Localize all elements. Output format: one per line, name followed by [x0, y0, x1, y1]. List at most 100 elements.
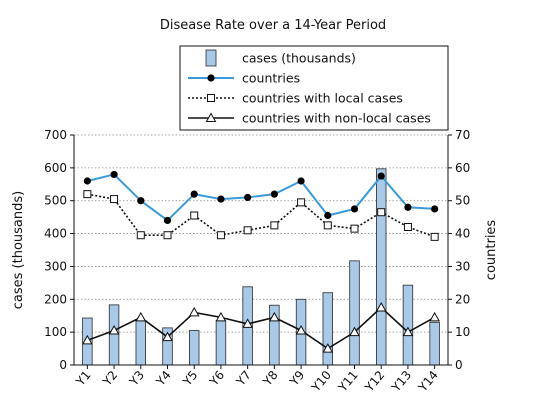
- legend-label: countries with local cases: [242, 91, 403, 106]
- y-tick-label-right: 70: [455, 128, 470, 142]
- bar-Y2: [108, 304, 120, 366]
- bar-Y3: [135, 320, 146, 366]
- line-open-square: [87, 193, 435, 238]
- point-open-triangle-Y3: [135, 311, 147, 322]
- point-filled-circle-Y8: [270, 190, 278, 198]
- point-open-square-Y10: [323, 221, 332, 230]
- y-tick-label-left: 700: [44, 128, 67, 142]
- bar-Y12: [376, 168, 387, 366]
- legend-marker: [207, 74, 215, 82]
- chart-title: Disease Rate over a 14-Year Period: [160, 18, 386, 33]
- x-tick-label-Y3: Y3: [126, 368, 147, 389]
- point-filled-circle-Y2: [110, 170, 118, 179]
- point-open-triangle-Y5: [188, 306, 200, 317]
- x-tick-label-Y12: Y12: [362, 368, 388, 395]
- point-filled-circle-Y3: [137, 197, 145, 205]
- x-tick-label-Y9: Y9: [286, 368, 307, 389]
- y-axis-left-title: cases (thousands): [11, 191, 26, 309]
- point-filled-circle-Y5: [190, 190, 198, 198]
- legend-marker: [205, 112, 217, 122]
- point-filled-circle-Y12: [377, 172, 385, 180]
- y-tick-label-right: 60: [455, 161, 470, 175]
- x-tick-label-Y1: Y1: [73, 368, 94, 389]
- x-tick-label-Y5: Y5: [180, 368, 201, 389]
- y-tick-label-right: 20: [455, 292, 470, 306]
- x-tick-label-Y10: Y10: [308, 368, 334, 395]
- point-open-square-Y6: [216, 231, 225, 240]
- y-tick-label-right: 30: [455, 259, 470, 273]
- point-open-square-Y9: [297, 198, 306, 207]
- point-filled-circle-Y1: [83, 177, 91, 185]
- legend-swatch-bar: [205, 49, 217, 67]
- bar-Y13: [402, 284, 414, 366]
- point-open-triangle-Y4: [162, 331, 173, 342]
- legend-marker: [207, 94, 215, 102]
- bar-series-cases: [82, 168, 440, 366]
- y-tick-label-left: 500: [44, 194, 67, 208]
- y-tick-label-right: 50: [455, 194, 470, 208]
- y-tick-label-left: 400: [44, 227, 67, 241]
- point-open-triangle-Y12: [375, 301, 387, 312]
- legend-label: countries: [242, 71, 300, 86]
- point-open-square-Y3: [136, 231, 145, 240]
- point-open-square-Y11: [350, 224, 359, 233]
- point-open-triangle-Y6: [215, 311, 227, 322]
- y-tick-label-left: 300: [44, 259, 67, 273]
- point-filled-circle-Y9: [297, 177, 305, 185]
- point-filled-circle-Y14: [431, 205, 439, 213]
- bar-Y14: [429, 321, 440, 366]
- point-open-square-Y8: [270, 221, 279, 230]
- point-open-square-Y1: [83, 190, 92, 199]
- y-axis-right-title: countries: [484, 220, 499, 281]
- x-tick-label-Y6: Y6: [206, 368, 227, 389]
- legend-label: countries with non-local cases: [242, 111, 431, 126]
- bar-Y10: [322, 292, 333, 366]
- bar-Y5: [189, 330, 200, 366]
- y-tick-label-left: 200: [44, 292, 67, 306]
- grid-lines: [74, 134, 448, 333]
- point-open-square-Y7: [243, 226, 252, 235]
- bar-Y6: [215, 320, 227, 366]
- x-tick-label-Y14: Y14: [415, 368, 441, 395]
- x-tick-label-Y11: Y11: [335, 368, 361, 395]
- point-open-square-Y5: [190, 211, 199, 220]
- point-filled-circle-Y11: [350, 205, 359, 213]
- y-tick-label-left: 100: [44, 325, 67, 339]
- x-tick-label-Y7: Y7: [233, 368, 254, 389]
- legend-box: [179, 45, 449, 131]
- point-open-triangle-Y1: [82, 334, 93, 345]
- point-open-square-Y12: [377, 208, 386, 217]
- point-filled-circle-Y13: [404, 203, 412, 211]
- line-filled-circle: [87, 173, 435, 222]
- point-open-square-Y13: [403, 223, 412, 231]
- point-open-square-Y4: [163, 231, 172, 240]
- point-open-triangle-Y2: [108, 324, 120, 335]
- y-tick-label-left: 0: [59, 358, 67, 372]
- legend: cases (thousands) countries countries with…: [179, 45, 449, 131]
- x-tick-label-Y4: Y4: [153, 368, 174, 389]
- point-open-triangle-Y9: [295, 324, 307, 335]
- point-filled-circle-Y10: [324, 211, 332, 220]
- y-tick-label-right: 40: [455, 227, 470, 241]
- point-open-triangle-Y8: [269, 311, 280, 322]
- point-open-square-Y14: [430, 232, 439, 241]
- x-tick-label-Y8: Y8: [260, 368, 281, 389]
- y-tick-label-right: 0: [455, 358, 463, 372]
- point-open-triangle-Y10: [322, 343, 334, 353]
- bar-Y11: [349, 260, 360, 366]
- line-series-group: [82, 170, 440, 353]
- legend-label: cases (thousands): [242, 51, 356, 66]
- point-open-triangle-Y7: [242, 318, 253, 328]
- y-tick-label-right: 10: [455, 325, 470, 339]
- point-open-triangle-Y14: [429, 311, 440, 322]
- point-filled-circle-Y4: [163, 216, 172, 225]
- point-open-square-Y2: [110, 195, 119, 204]
- point-filled-circle-Y7: [244, 193, 252, 202]
- y-tick-label-left: 600: [44, 161, 67, 175]
- point-open-triangle-Y13: [402, 326, 414, 337]
- point-open-triangle-Y11: [349, 326, 360, 337]
- x-tick-label-Y13: Y13: [388, 368, 414, 395]
- point-filled-circle-Y6: [217, 195, 225, 203]
- x-tick-label-Y2: Y2: [99, 368, 120, 389]
